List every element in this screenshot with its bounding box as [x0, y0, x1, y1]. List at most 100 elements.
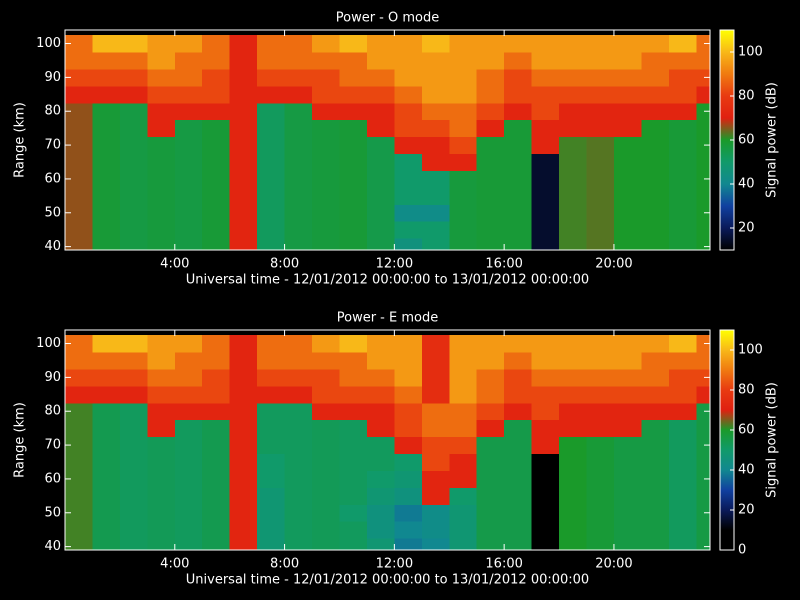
heatmap-cell [312, 68, 340, 87]
heatmap-cell [65, 335, 93, 353]
heatmap-cell [312, 187, 340, 205]
heatmap-cell [476, 85, 505, 104]
heatmap-cell [229, 504, 258, 522]
heatmap-cell [586, 35, 615, 53]
heatmap-cell [174, 153, 203, 171]
heatmap-cell [696, 385, 710, 404]
heatmap-cell [394, 368, 423, 387]
heatmap-cell [339, 153, 368, 171]
heatmap-cell [366, 85, 395, 104]
x-tick-label: 8:00 [270, 257, 299, 272]
heatmap-cell [641, 68, 670, 87]
heatmap-cell [641, 352, 670, 370]
heatmap-cell [339, 487, 368, 505]
heatmap-cell [613, 521, 642, 539]
heatmap-cell [284, 504, 313, 522]
heatmap-cell [531, 85, 560, 104]
heatmap-cell [613, 419, 642, 438]
heatmap-cell [421, 35, 450, 53]
heatmap-cell [65, 538, 93, 550]
heatmap-cell [174, 470, 203, 488]
heatmap-cell [531, 368, 560, 387]
heatmap-cell [641, 521, 670, 539]
heatmap-cell [613, 538, 642, 550]
heatmap-cell [449, 204, 478, 222]
heatmap-cell [284, 419, 313, 438]
heatmap-cell [641, 538, 670, 550]
heatmap-cell [147, 187, 176, 205]
heatmap-cell [147, 335, 176, 353]
heatmap-cell [696, 352, 710, 370]
heatmap-cell [559, 187, 587, 205]
heatmap-cell [366, 385, 395, 404]
heatmap-cell [668, 85, 697, 104]
heatmap-cell [257, 521, 286, 539]
y-tick-label: 70 [44, 138, 61, 153]
heatmap-cell [65, 102, 93, 121]
heatmap-cell [257, 504, 286, 522]
heatmap-cell [394, 436, 423, 455]
heatmap-cell [559, 487, 587, 505]
heatmap-cell [668, 35, 697, 53]
heatmap-cell [65, 52, 93, 70]
heatmap-cell [284, 35, 313, 53]
heatmap-cell [696, 368, 710, 387]
heatmap-cell [613, 487, 642, 505]
heatmap-cell [586, 402, 615, 421]
heatmap-cell [668, 453, 697, 471]
heatmap-cell [202, 85, 231, 104]
heatmap-cell [641, 436, 670, 455]
heatmap-cell [312, 504, 340, 522]
heatmap-cell [119, 136, 148, 155]
heatmap-cell [119, 68, 148, 87]
heatmap-cell [613, 119, 642, 138]
heatmap-cell [421, 153, 450, 171]
heatmap-cell [641, 470, 670, 488]
heatmap-cell [449, 352, 478, 370]
heatmap-cell [421, 187, 450, 205]
heatmap-cell [119, 521, 148, 539]
heatmap-cell [174, 436, 203, 455]
heatmap-cell [202, 436, 231, 455]
heatmap-cell [147, 352, 176, 370]
heatmap-cell [92, 153, 121, 171]
heatmap-cell [476, 487, 505, 505]
x-tick-label: 16:00 [485, 557, 522, 572]
heatmap-cell [531, 487, 560, 505]
heatmap-cell [586, 153, 615, 171]
heatmap-cell [92, 221, 121, 239]
heatmap-cell [202, 521, 231, 539]
colorbar-tick-label: 80 [738, 89, 755, 104]
heatmap-cell [613, 187, 642, 205]
heatmap-cell [174, 52, 203, 70]
heatmap-cell [531, 153, 560, 171]
colorbar-tick-label: 20 [738, 503, 755, 518]
heatmap-cell [312, 521, 340, 539]
heatmap-cell [65, 402, 93, 421]
heatmap-cell [229, 419, 258, 438]
y-tick-label: 80 [44, 104, 61, 119]
heatmap-cell [586, 504, 615, 522]
heatmap-cell [174, 368, 203, 387]
heatmap-cell [202, 335, 231, 353]
heatmap-cell [449, 35, 478, 53]
heatmap-cell [641, 368, 670, 387]
heatmap-cell [613, 136, 642, 155]
heatmap-cell [394, 35, 423, 53]
heatmap-cell [147, 504, 176, 522]
heatmap-cell [613, 402, 642, 421]
heatmap-cell [366, 487, 395, 505]
heatmap-cell [668, 153, 697, 171]
heatmap-cell [394, 504, 423, 522]
heatmap-cell [531, 335, 560, 353]
heatmap-cell [65, 453, 93, 471]
heatmap-cell [65, 504, 93, 522]
heatmap-cell [531, 221, 560, 239]
heatmap-cell [668, 487, 697, 505]
heatmap-cell [613, 68, 642, 87]
heatmap-cell [559, 352, 587, 370]
heatmap-cell [284, 204, 313, 222]
heatmap-cell [257, 487, 286, 505]
heatmap-cell [284, 136, 313, 155]
